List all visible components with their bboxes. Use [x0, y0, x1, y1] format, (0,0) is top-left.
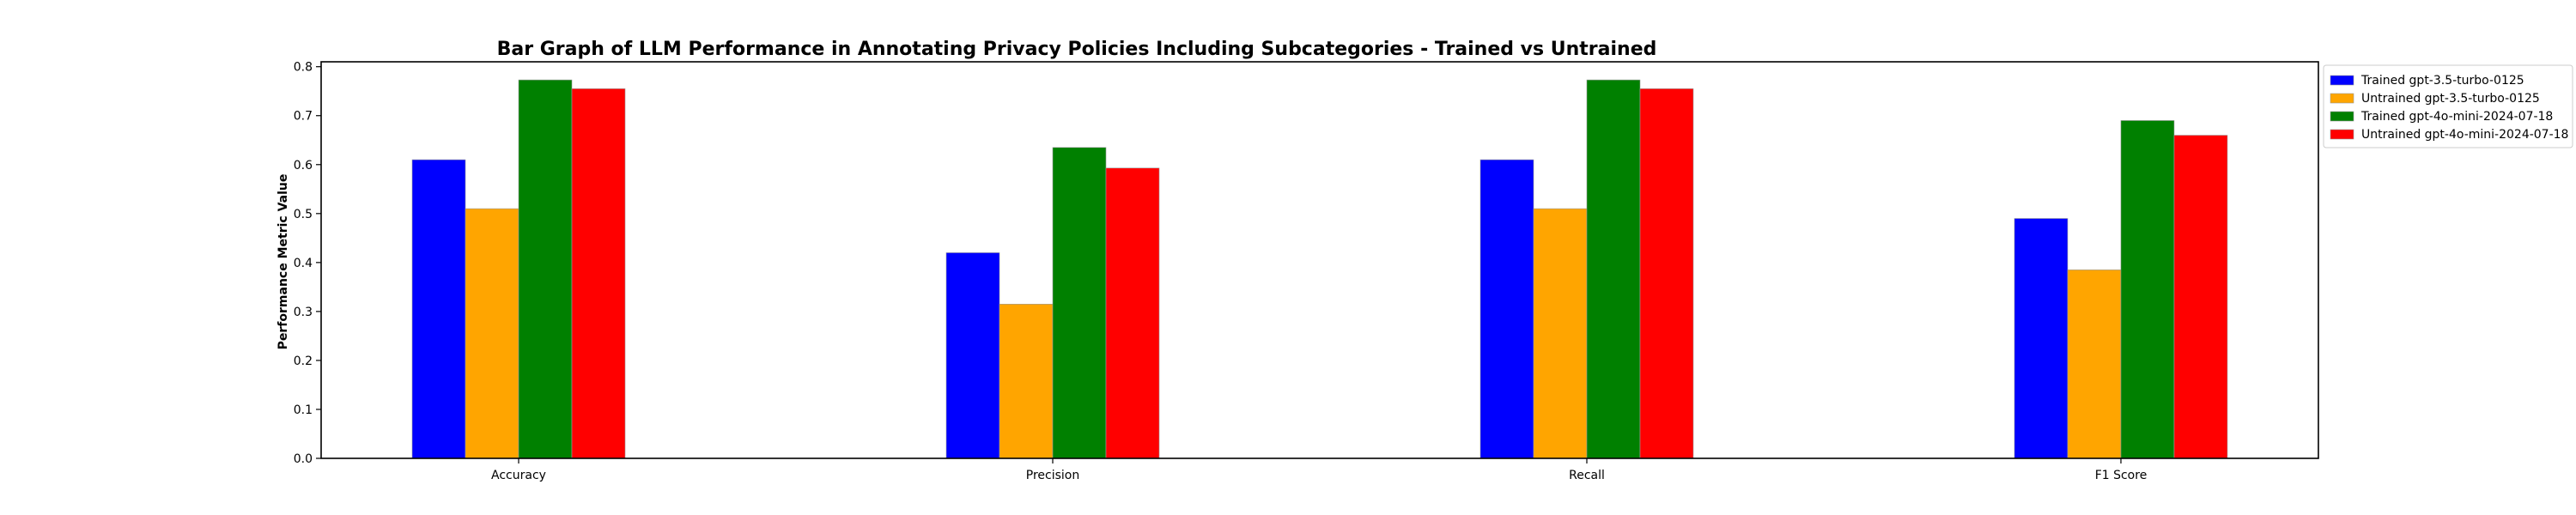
bar-series-2-cat-1 [465, 208, 519, 459]
x-axis-ticks: Accuracy Precision Recall F1 Score [491, 458, 2147, 482]
bar-series-1-cat-3 [1479, 159, 1534, 459]
y-tick-label: 0.2 [294, 354, 313, 368]
legend-box [2323, 64, 2573, 148]
y-axis-title: Performance Metric Value [276, 174, 290, 350]
bar-series-1-cat-2 [945, 252, 1000, 459]
bars-layer [411, 79, 2228, 459]
legend-label: Untrained gpt-4o-mini-2024-07-18 [2361, 128, 2568, 142]
x-tick-label: Accuracy [491, 469, 546, 482]
legend-swatch [2330, 111, 2354, 122]
x-tick-label: Precision [1026, 469, 1079, 482]
y-tick-label: 0.3 [294, 306, 313, 319]
legend-label: Trained gpt-4o-mini-2024-07-18 [2360, 110, 2553, 124]
y-tick-label: 0.0 [294, 452, 313, 466]
bar-series-2-cat-3 [1533, 208, 1588, 459]
y-tick-label: 0.8 [294, 61, 313, 75]
plot-frame [320, 61, 2319, 459]
y-tick-label: 0.5 [294, 208, 313, 221]
bar-series-3-cat-2 [1052, 147, 1107, 459]
y-tick-label: 0.6 [294, 159, 313, 173]
bar-series-4-cat-3 [1639, 88, 1694, 459]
bar-series-1-cat-4 [2014, 218, 2069, 459]
bar-series-3-cat-4 [2120, 120, 2175, 459]
y-tick-label: 0.7 [294, 110, 313, 124]
y-tick-label: 0.1 [294, 403, 313, 417]
bar-series-3-cat-1 [518, 79, 573, 459]
y-axis-ticks: 0.0 0.1 0.2 0.3 0.4 0.5 0.6 0.7 0.8 [294, 61, 321, 466]
legend-label: Untrained gpt-3.5-turbo-0125 [2361, 92, 2540, 106]
x-tick-label: Recall [1569, 469, 1605, 482]
bar-series-4-cat-2 [1105, 167, 1160, 459]
bar-series-4-cat-1 [571, 88, 626, 459]
bar-series-3-cat-3 [1586, 79, 1641, 459]
x-tick-label: F1 Score [2095, 469, 2148, 482]
chart-title: Bar Graph of LLM Performance in Annotati… [497, 39, 1657, 60]
bar-series-2-cat-2 [999, 304, 1054, 459]
bar-series-1-cat-1 [411, 159, 466, 459]
legend-label: Trained gpt-3.5-turbo-0125 [2360, 74, 2524, 88]
y-tick-label: 0.4 [294, 257, 313, 270]
legend-swatch [2330, 75, 2354, 86]
bar-series-2-cat-4 [2067, 270, 2122, 459]
legend-swatch [2330, 129, 2354, 140]
legend-swatch [2330, 93, 2354, 104]
legend: Trained gpt-3.5-turbo-0125 Untrained gpt-… [2323, 64, 2573, 148]
bar-series-4-cat-4 [2173, 135, 2228, 459]
